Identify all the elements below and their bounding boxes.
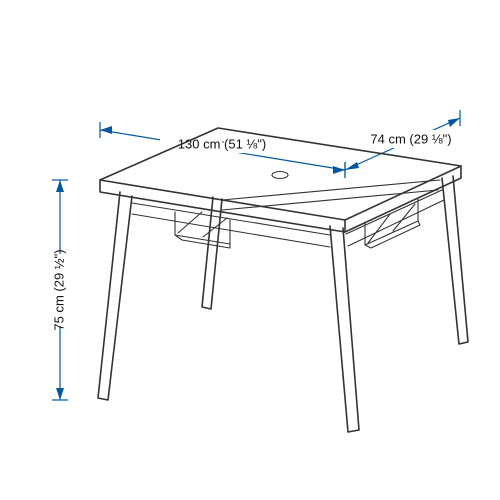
dimension-width-label: 130 cm (51 ⅛")	[178, 136, 266, 151]
dimension-height: 75 cm (29 ½")	[39, 180, 81, 400]
table-dimension-diagram: 130 cm (51 ⅛") 74 cm (29 ⅛") 75 cm (29 ½…	[0, 0, 500, 500]
dimension-height-label: 75 cm (29 ½")	[51, 249, 66, 330]
table-outline	[98, 128, 468, 432]
dimension-depth-label: 74 cm (29 ⅛")	[370, 131, 451, 146]
dimension-width: 130 cm (51 ⅛")	[100, 122, 345, 178]
dimension-depth: 74 cm (29 ⅛")	[345, 110, 466, 178]
folding-bracket-right	[365, 198, 420, 248]
